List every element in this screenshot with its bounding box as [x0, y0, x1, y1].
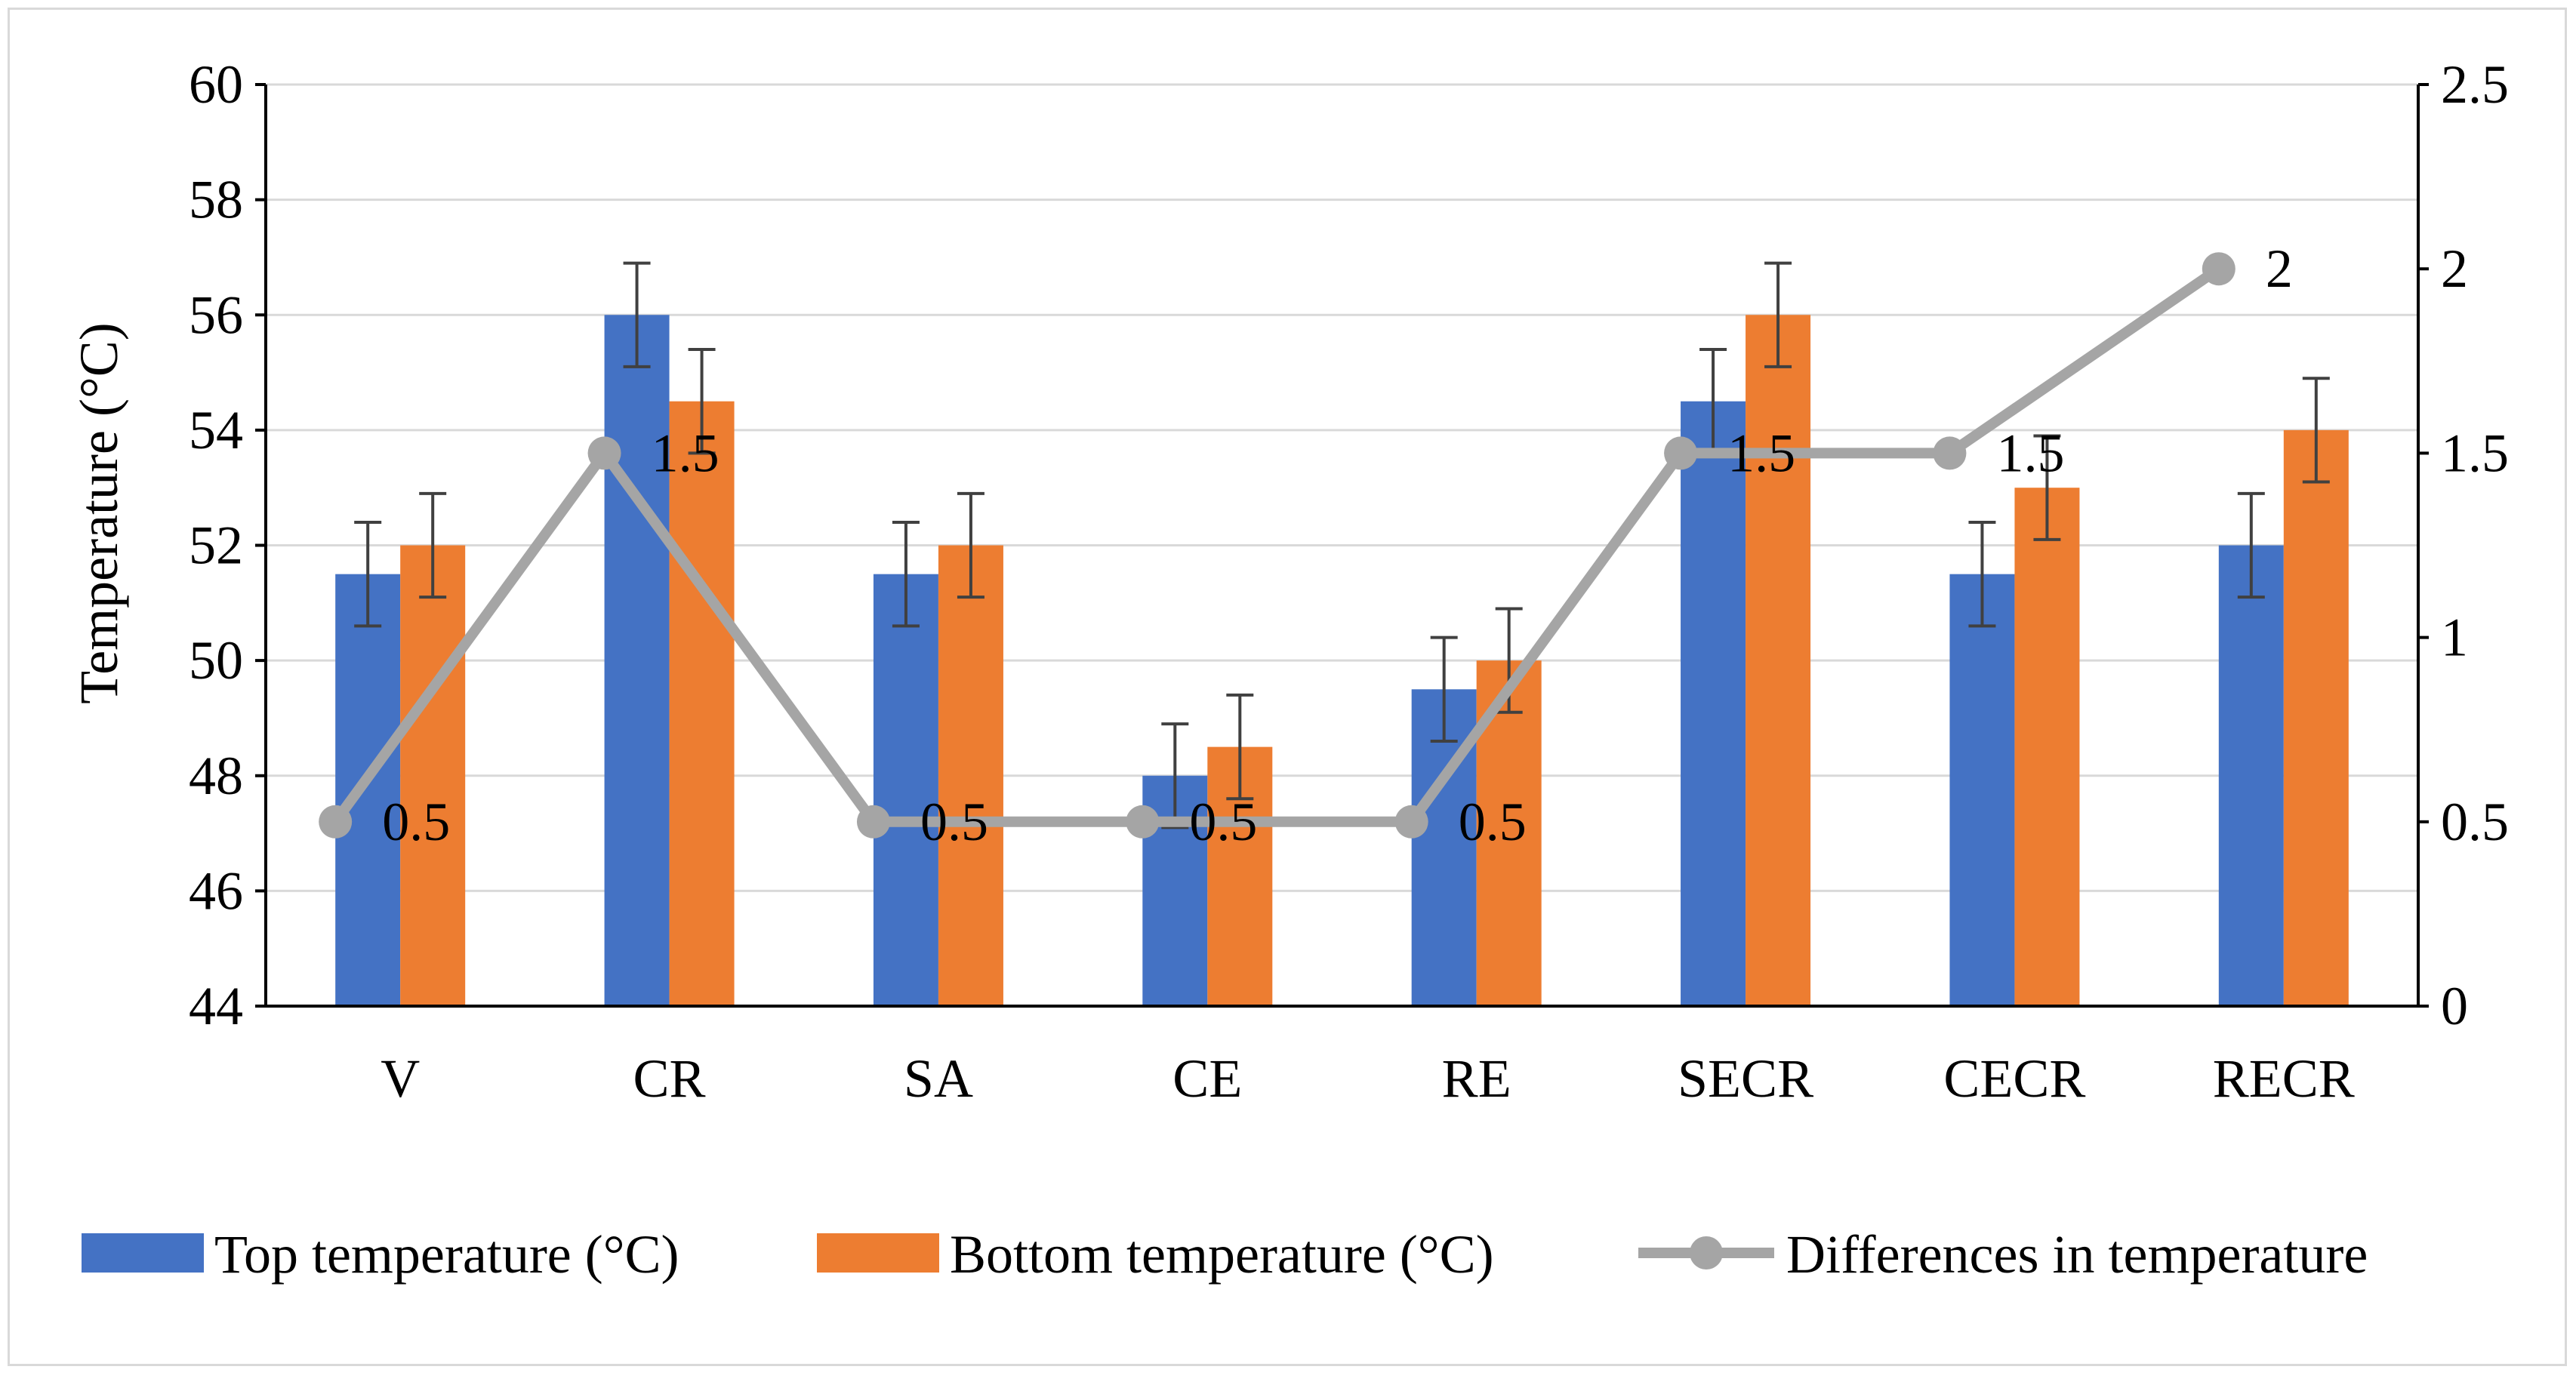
- legend-label: Top temperature (°C): [214, 1224, 679, 1285]
- legend-marker: [1690, 1236, 1723, 1270]
- data-label: 1.5: [1996, 423, 2064, 483]
- y-tick-label: 50: [189, 630, 243, 691]
- line-point: [1664, 436, 1698, 470]
- chart-frame: [8, 8, 2567, 1366]
- legend-item: Top temperature (°C): [82, 1224, 679, 1285]
- data-label: 1.5: [1727, 423, 1795, 483]
- legend-label: Bottom temperature (°C): [950, 1224, 1494, 1285]
- error-bar: [623, 261, 651, 368]
- bar: [2014, 488, 2080, 1006]
- data-label: 1.5: [652, 423, 719, 483]
- data-label: 0.5: [382, 792, 450, 852]
- x-tick-label: RECR: [2213, 1048, 2355, 1109]
- legend-item: Differences in temperature: [1638, 1224, 2368, 1285]
- line-series-differences: [331, 264, 2222, 827]
- bar: [873, 574, 938, 1006]
- bar: [1949, 574, 2015, 1006]
- y-tick-label: 44: [189, 976, 243, 1036]
- error-bar: [1764, 261, 1792, 368]
- y-tick-label: 48: [189, 746, 243, 806]
- error-bar: [2033, 434, 2061, 541]
- line-point: [319, 805, 353, 839]
- y-tick-label: 58: [189, 170, 243, 230]
- y2-tick-label: 2.5: [2441, 54, 2509, 115]
- x-tick-label: SA: [904, 1048, 973, 1109]
- y2-tick-label: 0.5: [2441, 792, 2509, 852]
- y2-tick-label: 0: [2441, 976, 2468, 1036]
- error-bar: [1968, 520, 1996, 628]
- grid-layer: [266, 83, 2418, 892]
- line-point: [856, 805, 890, 839]
- y-tick-label: 54: [189, 400, 243, 460]
- line-point: [1394, 805, 1428, 839]
- y-axis-title: Temperature (°C): [69, 322, 129, 704]
- x-tick-label: CECR: [1943, 1048, 2085, 1109]
- bar: [1681, 401, 1746, 1006]
- y-tick-label: 56: [189, 285, 243, 345]
- data-label: 0.5: [920, 792, 988, 852]
- data-label: 0.5: [1459, 792, 1527, 852]
- error-bar: [2237, 491, 2265, 599]
- line-layer: [319, 252, 2236, 839]
- x-tick-label: RE: [1442, 1048, 1511, 1109]
- x-tick-label: V: [381, 1048, 420, 1109]
- error-bar: [1226, 693, 1254, 801]
- axis-layer: 44 46 48 50 52 54 56 58 60 0 0.5 1 1.5 2 2.5 V CR SA CE RE S…: [189, 54, 2509, 1109]
- error-bar: [688, 348, 716, 455]
- line-point: [1933, 436, 1967, 470]
- legend-swatch: [817, 1233, 939, 1273]
- bar: [335, 574, 401, 1006]
- bar: [938, 545, 1003, 1006]
- bar: [604, 315, 670, 1006]
- error-bar: [1430, 636, 1458, 743]
- bar-layer: [335, 315, 2349, 1006]
- error-bar: [892, 520, 920, 628]
- line-point: [2202, 252, 2236, 286]
- legend: Top temperature (°C) Bottom temperature (…: [82, 1224, 2368, 1285]
- y2-tick-label: 1.5: [2441, 423, 2509, 483]
- y-tick-label: 52: [189, 515, 243, 576]
- data-label: 2: [2266, 239, 2293, 299]
- y2-tick-label: 1: [2441, 608, 2468, 668]
- label-layer: 0.5 1.5 0.5 0.5 0.5 1.5 1.5 2: [382, 239, 2293, 852]
- x-tick-label: SECR: [1678, 1048, 1813, 1109]
- bar: [669, 401, 735, 1006]
- bar: [2218, 545, 2284, 1006]
- y-tick-label: 46: [189, 860, 243, 921]
- bar: [2283, 429, 2349, 1006]
- bar: [1746, 315, 1811, 1006]
- error-bar: [2302, 377, 2330, 484]
- x-tick-label: CE: [1172, 1048, 1242, 1109]
- error-bar: [419, 491, 447, 599]
- error-bar: [957, 491, 984, 599]
- legend-label: Differences in temperature: [1786, 1224, 2368, 1285]
- error-bar: [354, 520, 382, 628]
- x-tick-label: CR: [633, 1048, 706, 1109]
- y-tick-label: 60: [189, 54, 243, 115]
- line-point: [587, 436, 621, 470]
- legend-swatch: [82, 1233, 204, 1273]
- y2-tick-label: 2: [2441, 239, 2468, 299]
- error-bar: [1161, 722, 1189, 829]
- line-point: [1126, 805, 1160, 839]
- bar: [400, 545, 466, 1006]
- data-label: 0.5: [1189, 792, 1257, 852]
- legend-item: Bottom temperature (°C): [817, 1224, 1494, 1285]
